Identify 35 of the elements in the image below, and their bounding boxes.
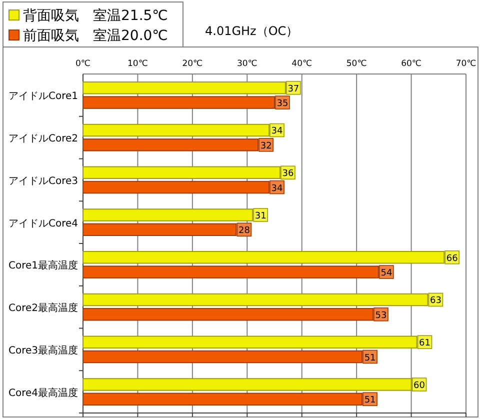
y-tick-label: アイドルCore2 <box>8 134 78 145</box>
data-label: 32 <box>260 141 272 152</box>
x-tick-label: 0℃ <box>76 59 90 69</box>
data-label: 51 <box>364 353 376 364</box>
y-tick-label: アイドルCore1 <box>8 91 78 102</box>
y-tick-label: Core4最高温度 <box>8 386 78 399</box>
data-label: 36 <box>282 169 294 180</box>
data-label: 54 <box>380 268 392 279</box>
data-label: 61 <box>419 338 430 349</box>
x-tick-label: 70℃ <box>456 59 476 69</box>
data-label: 51 <box>364 396 376 406</box>
data-label: 28 <box>238 226 250 236</box>
x-tick-label: 30℃ <box>236 59 258 69</box>
y-tick-label: アイドルCore4 <box>8 218 78 230</box>
data-label: 34 <box>271 126 284 137</box>
data-label: 53 <box>375 310 387 321</box>
data-label: 34 <box>271 184 284 194</box>
data-label: 37 <box>288 84 300 94</box>
x-tick-label: 20℃ <box>182 59 203 69</box>
data-label: 66 <box>446 254 458 264</box>
x-tick-label: 50℃ <box>346 59 367 69</box>
data-label: 35 <box>276 99 288 110</box>
data-label: 31 <box>254 211 266 222</box>
x-tick-label: 40℃ <box>292 59 312 69</box>
legend-label: 前面吸気 室温20.0℃ <box>23 28 168 44</box>
x-tick-label: 10℃ <box>128 59 148 69</box>
chart-title: 4.01GHz（OC） <box>205 24 298 38</box>
x-tick-label: 60℃ <box>401 59 422 69</box>
y-tick-label: アイドルCore3 <box>8 176 78 187</box>
legend-label: 背面吸気 室温21.5℃ <box>23 8 168 24</box>
y-tick-label: Core1最高温度 <box>8 260 78 272</box>
y-tick-label: Core2最高温度 <box>8 302 78 314</box>
data-label: 63 <box>430 296 442 306</box>
data-label: 60 <box>414 380 426 391</box>
y-tick-label: Core3最高温度 <box>8 344 78 356</box>
